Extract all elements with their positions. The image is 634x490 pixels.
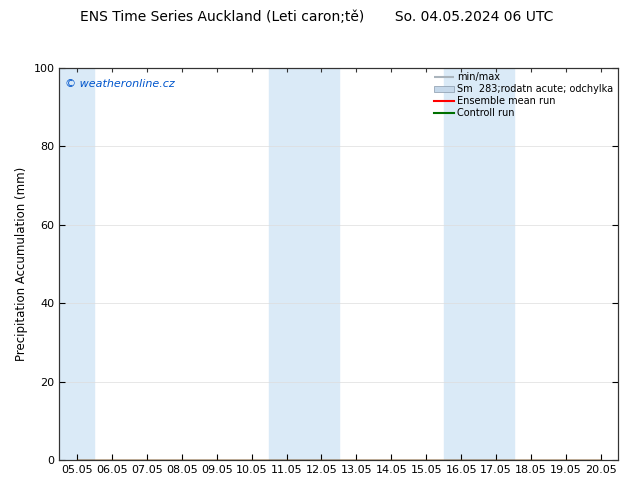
Text: © weatheronline.cz: © weatheronline.cz [65, 79, 175, 89]
Text: ENS Time Series Auckland (Leti caron;tě)       So. 04.05.2024 06 UTC: ENS Time Series Auckland (Leti caron;tě)… [81, 10, 553, 24]
Bar [269, 68, 339, 460]
Legend: min/max, Sm  283;rodatn acute; odchylka, Ensemble mean run, Controll run: min/max, Sm 283;rodatn acute; odchylka, … [432, 71, 616, 120]
Bar [444, 68, 514, 460]
Y-axis label: Precipitation Accumulation (mm): Precipitation Accumulation (mm) [15, 167, 28, 361]
Bar [60, 68, 94, 460]
